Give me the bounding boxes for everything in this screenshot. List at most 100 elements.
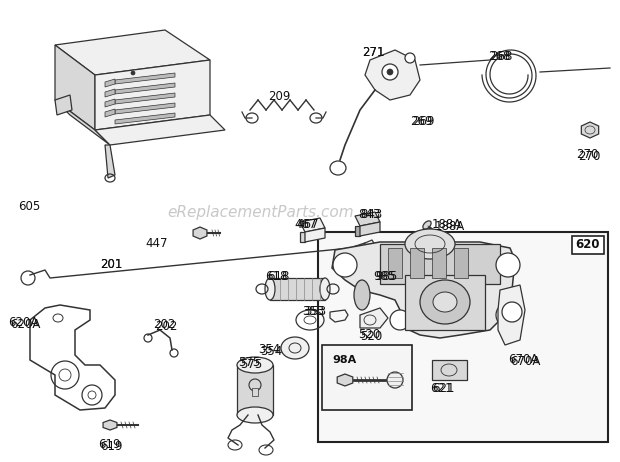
Ellipse shape (496, 253, 520, 277)
Text: 268: 268 (488, 50, 510, 63)
Text: 268: 268 (490, 50, 512, 63)
Text: 620: 620 (576, 238, 600, 251)
Text: 271: 271 (362, 46, 384, 59)
Polygon shape (337, 374, 353, 386)
Bar (432, 360, 467, 380)
Polygon shape (332, 242, 515, 338)
Polygon shape (55, 95, 72, 115)
Text: 201: 201 (100, 258, 122, 271)
Polygon shape (95, 115, 225, 145)
Text: 520: 520 (358, 328, 380, 341)
Text: 575: 575 (238, 356, 260, 369)
Bar (454, 248, 468, 278)
Ellipse shape (320, 278, 330, 300)
Bar (237, 365, 273, 415)
Polygon shape (115, 103, 175, 114)
Text: 618: 618 (265, 270, 288, 283)
Ellipse shape (387, 372, 403, 388)
Ellipse shape (333, 253, 357, 277)
Text: 575: 575 (240, 358, 262, 371)
Polygon shape (115, 73, 175, 84)
Polygon shape (105, 89, 115, 97)
Polygon shape (300, 218, 325, 232)
Text: 201: 201 (100, 258, 122, 271)
Text: 620A: 620A (8, 316, 38, 329)
Bar (378, 278, 396, 292)
Polygon shape (105, 79, 115, 87)
Text: 270: 270 (576, 148, 598, 161)
Text: 621: 621 (432, 382, 454, 395)
Polygon shape (105, 109, 115, 117)
Text: 620A: 620A (10, 318, 40, 331)
Bar (380, 244, 500, 284)
Text: 354: 354 (260, 345, 282, 358)
Text: 985: 985 (375, 270, 397, 283)
Text: eReplacementParts.com: eReplacementParts.com (167, 205, 354, 220)
Polygon shape (105, 99, 115, 107)
Polygon shape (103, 420, 117, 430)
Text: 618: 618 (267, 270, 290, 283)
Polygon shape (305, 228, 325, 242)
Text: 353: 353 (302, 305, 324, 318)
Ellipse shape (387, 69, 393, 75)
Bar (270, 278, 325, 300)
Polygon shape (55, 30, 210, 75)
Ellipse shape (382, 64, 398, 80)
Bar (318, 232, 608, 442)
Polygon shape (115, 83, 175, 94)
Text: 843: 843 (360, 208, 383, 221)
Text: 269: 269 (412, 115, 435, 128)
Text: 670A: 670A (508, 353, 538, 366)
Ellipse shape (390, 310, 410, 330)
Polygon shape (55, 45, 95, 130)
Bar (388, 248, 402, 278)
Text: 270: 270 (578, 150, 600, 163)
Ellipse shape (433, 292, 457, 312)
Bar (432, 248, 446, 278)
Polygon shape (355, 226, 360, 236)
Text: 467: 467 (294, 218, 316, 231)
Bar (405, 275, 485, 330)
Polygon shape (105, 145, 115, 178)
Ellipse shape (354, 280, 370, 310)
Ellipse shape (405, 229, 455, 259)
Text: 605: 605 (18, 200, 40, 213)
Text: 621: 621 (430, 382, 453, 395)
Polygon shape (365, 50, 420, 100)
Text: 353: 353 (304, 305, 326, 318)
Ellipse shape (265, 278, 275, 300)
Text: 467: 467 (296, 218, 319, 231)
Ellipse shape (420, 280, 470, 324)
Text: 202: 202 (155, 320, 177, 333)
Polygon shape (355, 212, 380, 226)
Polygon shape (115, 93, 175, 104)
Text: 619: 619 (100, 440, 123, 453)
Text: 269: 269 (410, 115, 433, 128)
Ellipse shape (423, 221, 431, 229)
Polygon shape (300, 232, 305, 242)
Polygon shape (193, 227, 207, 239)
Ellipse shape (131, 71, 135, 75)
Ellipse shape (496, 303, 520, 327)
Text: 202: 202 (153, 318, 175, 331)
Polygon shape (115, 113, 175, 124)
Bar (252, 388, 258, 396)
Text: 188A: 188A (432, 218, 463, 231)
Text: 271: 271 (362, 46, 384, 59)
Text: 520: 520 (360, 330, 383, 343)
Bar (572, 236, 604, 254)
Ellipse shape (237, 357, 273, 373)
Ellipse shape (405, 53, 415, 63)
Bar (322, 345, 412, 410)
Text: 670A: 670A (510, 355, 541, 368)
Polygon shape (55, 100, 110, 145)
Bar (382, 274, 392, 278)
Text: 209: 209 (268, 90, 290, 103)
Text: 447: 447 (145, 237, 167, 250)
Ellipse shape (502, 302, 522, 322)
Text: 985: 985 (373, 270, 396, 283)
Polygon shape (95, 60, 210, 130)
Text: 98A: 98A (332, 355, 356, 365)
Polygon shape (498, 285, 525, 345)
Text: 188A: 188A (435, 220, 465, 233)
